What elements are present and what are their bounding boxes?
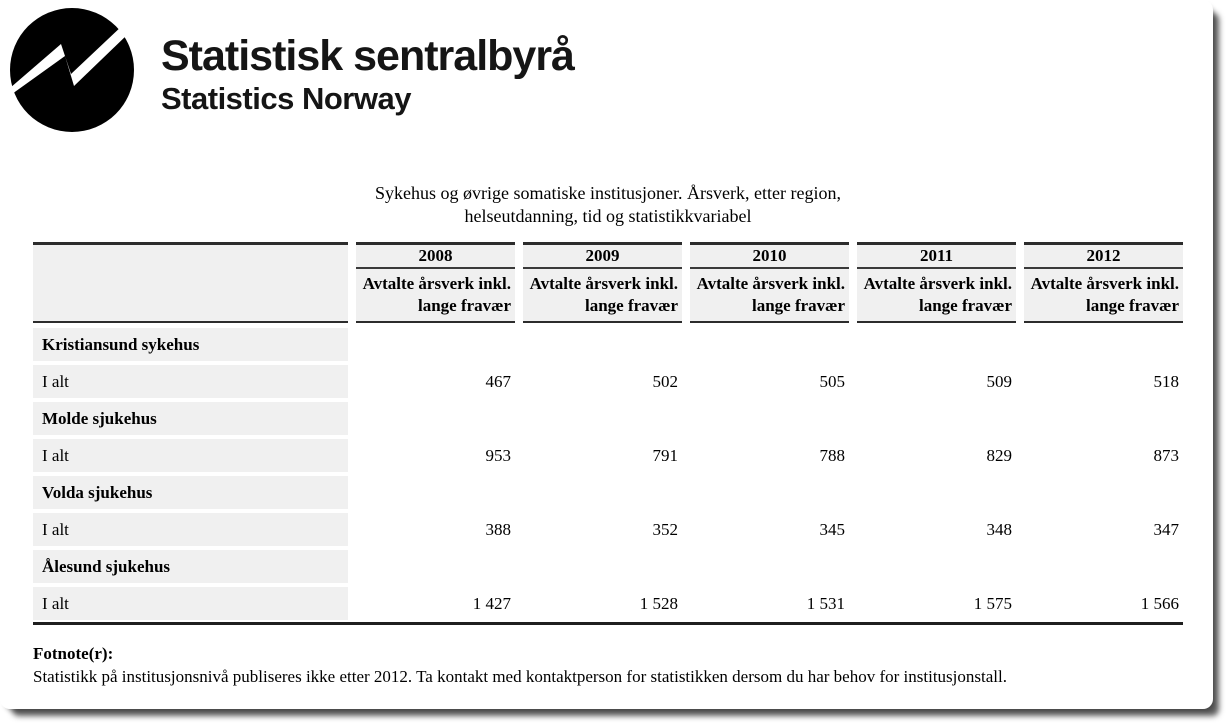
row-label: I alt bbox=[33, 365, 348, 398]
table-header: 2008 2009 2010 2011 2012 Avtalte årsverk… bbox=[33, 242, 1183, 323]
value-cell: 509 bbox=[857, 365, 1016, 398]
table-title-line2: helseutdanning, tid og statistikkvariabe… bbox=[464, 206, 752, 226]
table-title: Sykehus og øvrige somatiske institusjone… bbox=[33, 182, 1183, 228]
stats-table: 2008 2009 2010 2011 2012 Avtalte årsverk… bbox=[33, 242, 1183, 625]
value-cell: 518 bbox=[1024, 365, 1183, 398]
value-cell bbox=[690, 550, 849, 583]
value-cell bbox=[523, 402, 682, 435]
total-row: I alt 388 352 345 348 347 bbox=[33, 513, 1183, 546]
value-cell: 1 531 bbox=[690, 587, 849, 620]
group-label: Ålesund sjukehus bbox=[33, 550, 348, 583]
value-cell bbox=[1024, 402, 1183, 435]
value-cell: 873 bbox=[1024, 439, 1183, 472]
year-column-header: 2010 bbox=[690, 242, 849, 269]
value-cell: 829 bbox=[857, 439, 1016, 472]
value-cell bbox=[523, 328, 682, 361]
value-cell: 348 bbox=[857, 513, 1016, 546]
year-column-header: 2009 bbox=[523, 242, 682, 269]
value-cell bbox=[1024, 550, 1183, 583]
total-row: I alt 953 791 788 829 873 bbox=[33, 439, 1183, 472]
total-row: I alt 467 502 505 509 518 bbox=[33, 365, 1183, 398]
hospital-group-row: Kristiansund sykehus bbox=[33, 328, 1183, 361]
value-cell: 1 528 bbox=[523, 587, 682, 620]
value-cell bbox=[857, 550, 1016, 583]
table-bottom-rule bbox=[33, 622, 1183, 625]
group-label: Kristiansund sykehus bbox=[33, 328, 348, 361]
measure-column-header: Avtalte årsverk inkl. lange fravær bbox=[356, 269, 515, 323]
footnote-heading: Fotnote(r): bbox=[33, 644, 114, 663]
value-cell bbox=[523, 550, 682, 583]
value-cell: 791 bbox=[523, 439, 682, 472]
page-sheet: Statistisk sentralbyrå Statistics Norway… bbox=[0, 0, 1213, 688]
value-cell: 345 bbox=[690, 513, 849, 546]
table-corner-cell bbox=[33, 242, 348, 323]
brand-subtitle: Statistics Norway bbox=[161, 81, 411, 116]
value-cell bbox=[356, 476, 515, 509]
value-cell bbox=[1024, 328, 1183, 361]
value-cell bbox=[356, 328, 515, 361]
footnote: Fotnote(r): Statistikk på institusjonsni… bbox=[33, 642, 1198, 688]
value-cell bbox=[523, 476, 682, 509]
value-cell: 505 bbox=[690, 365, 849, 398]
ssb-logo-icon bbox=[10, 8, 134, 132]
value-cell: 502 bbox=[523, 365, 682, 398]
value-cell bbox=[857, 402, 1016, 435]
row-label: I alt bbox=[33, 439, 348, 472]
row-label: I alt bbox=[33, 513, 348, 546]
value-cell: 352 bbox=[523, 513, 682, 546]
value-cell: 388 bbox=[356, 513, 515, 546]
value-cell: 1 575 bbox=[857, 587, 1016, 620]
value-cell: 953 bbox=[356, 439, 515, 472]
measure-column-header: Avtalte årsverk inkl. lange fravær bbox=[1024, 269, 1183, 323]
value-cell bbox=[857, 328, 1016, 361]
value-cell bbox=[690, 402, 849, 435]
value-cell: 788 bbox=[690, 439, 849, 472]
hospital-group-row: Ålesund sjukehus bbox=[33, 550, 1183, 583]
hospital-group-row: Molde sjukehus bbox=[33, 402, 1183, 435]
group-label: Volda sjukehus bbox=[33, 476, 348, 509]
measure-column-header: Avtalte årsverk inkl. lange fravær bbox=[523, 269, 682, 323]
value-cell bbox=[356, 550, 515, 583]
value-cell bbox=[690, 476, 849, 509]
value-cell: 1 566 bbox=[1024, 587, 1183, 620]
value-cell bbox=[1024, 476, 1183, 509]
footnote-text: Statistikk på institusjonsnivå publisere… bbox=[33, 667, 1007, 686]
row-label: I alt bbox=[33, 587, 348, 620]
brand-text: Statistisk sentralbyrå Statistics Norway bbox=[161, 8, 575, 132]
value-cell bbox=[356, 402, 515, 435]
value-cell bbox=[857, 476, 1016, 509]
hospital-group-row: Volda sjukehus bbox=[33, 476, 1183, 509]
value-cell: 467 bbox=[356, 365, 515, 398]
year-column-header: 2012 bbox=[1024, 242, 1183, 269]
value-cell: 1 427 bbox=[356, 587, 515, 620]
table-title-line1: Sykehus og øvrige somatiske institusjone… bbox=[375, 183, 841, 203]
value-cell: 347 bbox=[1024, 513, 1183, 546]
measure-column-header: Avtalte årsverk inkl. lange fravær bbox=[857, 269, 1016, 323]
brand-header: Statistisk sentralbyrå Statistics Norway bbox=[0, 0, 1213, 132]
measure-column-header: Avtalte årsverk inkl. lange fravær bbox=[690, 269, 849, 323]
year-column-header: 2008 bbox=[356, 242, 515, 269]
total-row: I alt 1 427 1 528 1 531 1 575 1 566 bbox=[33, 587, 1183, 620]
value-cell bbox=[690, 328, 849, 361]
year-column-header: 2011 bbox=[857, 242, 1016, 269]
brand-name: Statistisk sentralbyrå bbox=[161, 32, 575, 80]
group-label: Molde sjukehus bbox=[33, 402, 348, 435]
